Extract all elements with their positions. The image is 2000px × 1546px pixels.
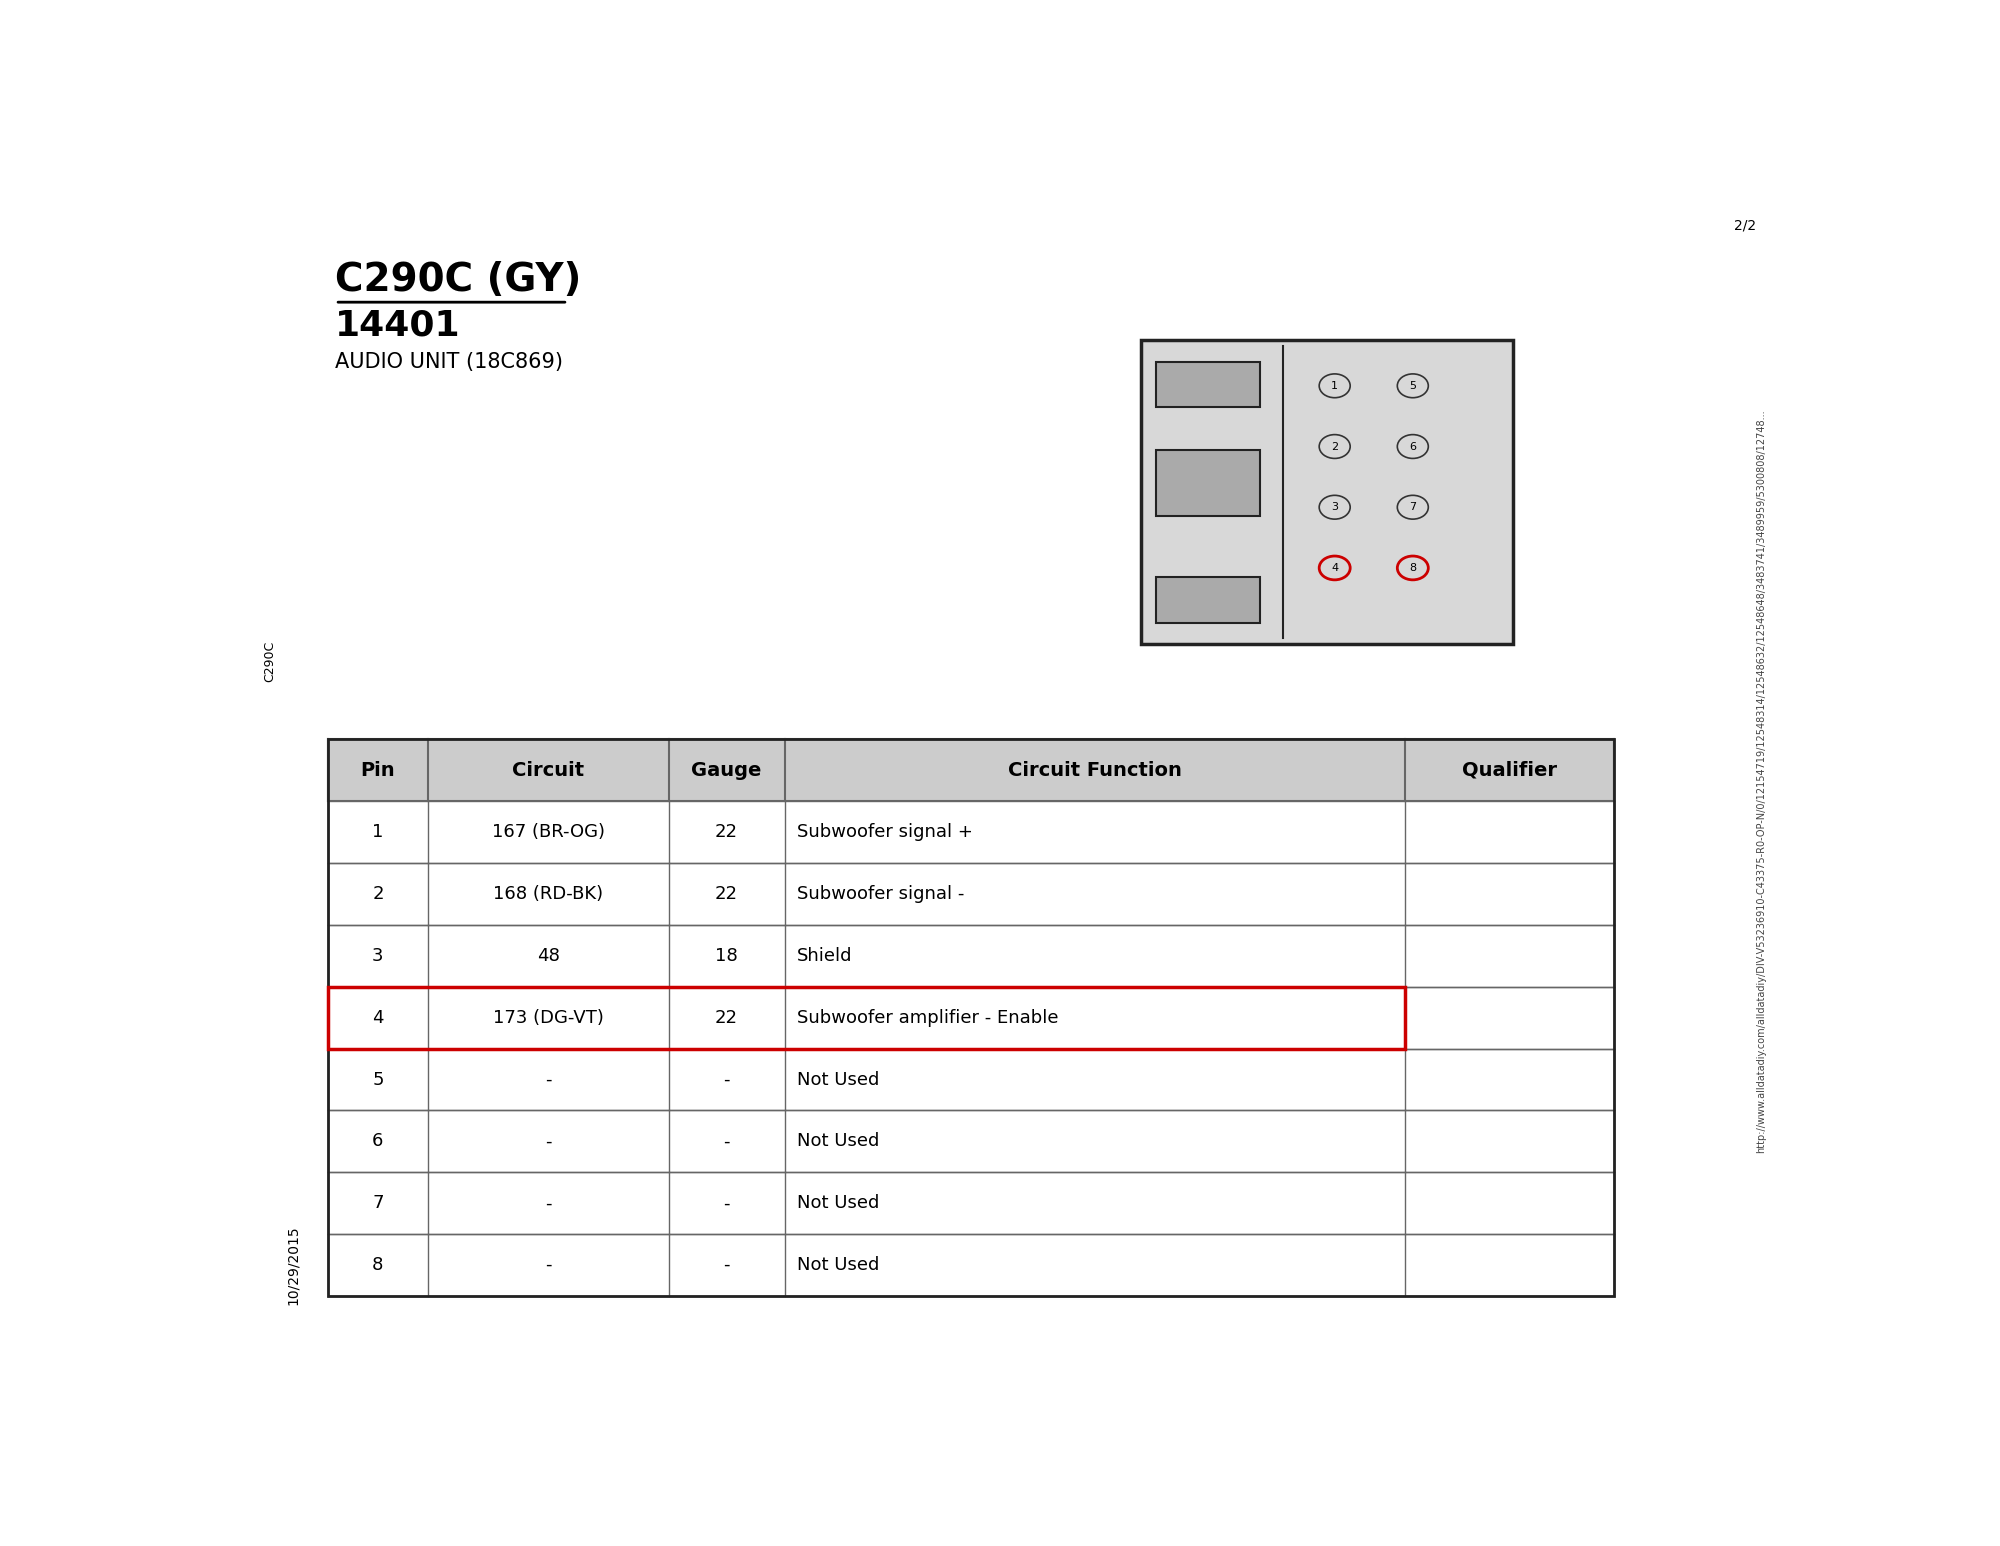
Bar <box>328 739 1614 801</box>
Text: 8: 8 <box>1410 563 1416 574</box>
Bar <box>1156 577 1260 623</box>
Text: -: - <box>546 1070 552 1088</box>
Text: 2: 2 <box>1332 442 1338 451</box>
Text: -: - <box>724 1070 730 1088</box>
Bar <box>1156 450 1260 516</box>
Text: 3: 3 <box>372 946 384 965</box>
Text: -: - <box>546 1195 552 1212</box>
Text: Not Used: Not Used <box>798 1195 880 1212</box>
Text: 4: 4 <box>1332 563 1338 574</box>
Text: 3: 3 <box>1332 502 1338 512</box>
Text: Qualifier: Qualifier <box>1462 761 1556 779</box>
Text: 5: 5 <box>1410 380 1416 391</box>
Bar <box>328 925 1614 986</box>
Text: 1: 1 <box>372 822 384 841</box>
Text: 22: 22 <box>716 884 738 903</box>
Text: Subwoofer signal +: Subwoofer signal + <box>798 822 974 841</box>
Text: Shield: Shield <box>798 946 852 965</box>
Text: 168 (RD-BK): 168 (RD-BK) <box>494 884 604 903</box>
Text: -: - <box>546 1257 552 1274</box>
Text: Not Used: Not Used <box>798 1132 880 1150</box>
Text: 22: 22 <box>716 822 738 841</box>
Bar <box>328 1234 1614 1296</box>
Text: 2/2: 2/2 <box>1734 220 1756 233</box>
Text: Not Used: Not Used <box>798 1070 880 1088</box>
Bar <box>328 986 1614 1048</box>
Text: 10/29/2015: 10/29/2015 <box>286 1224 300 1305</box>
Text: http://www.alldatadiy.com/alldatadiy/DIV-V53236910-C43375-R0-OP-N/0/12154719/125: http://www.alldatadiy.com/alldatadiy/DIV… <box>1756 410 1766 1152</box>
Bar <box>1156 362 1260 407</box>
Bar <box>328 801 1614 863</box>
Bar <box>328 863 1614 925</box>
Text: 167 (BR-OG): 167 (BR-OG) <box>492 822 604 841</box>
Text: Not Used: Not Used <box>798 1257 880 1274</box>
Text: 48: 48 <box>536 946 560 965</box>
Text: 173 (DG-VT): 173 (DG-VT) <box>492 1008 604 1027</box>
Bar <box>328 1110 1614 1172</box>
Text: 1: 1 <box>1332 380 1338 391</box>
Text: Circuit Function: Circuit Function <box>1008 761 1182 779</box>
Text: 22: 22 <box>716 1008 738 1027</box>
Text: 14401: 14401 <box>336 309 460 343</box>
Text: 2: 2 <box>372 884 384 903</box>
Text: Subwoofer signal -: Subwoofer signal - <box>798 884 964 903</box>
Text: Circuit: Circuit <box>512 761 584 779</box>
Bar <box>328 1172 1614 1234</box>
Text: 7: 7 <box>1410 502 1416 512</box>
Text: -: - <box>546 1132 552 1150</box>
Bar <box>328 1048 1614 1110</box>
Text: 7: 7 <box>372 1195 384 1212</box>
Text: Subwoofer amplifier - Enable: Subwoofer amplifier - Enable <box>798 1008 1058 1027</box>
Text: C290C: C290C <box>264 642 276 682</box>
Bar <box>328 986 1404 1048</box>
Text: Gauge: Gauge <box>692 761 762 779</box>
Text: -: - <box>724 1257 730 1274</box>
Text: -: - <box>724 1132 730 1150</box>
Text: 6: 6 <box>372 1132 384 1150</box>
Text: -: - <box>724 1195 730 1212</box>
Text: 4: 4 <box>372 1008 384 1027</box>
Text: 5: 5 <box>372 1070 384 1088</box>
Bar <box>1142 340 1514 643</box>
Text: 8: 8 <box>372 1257 384 1274</box>
Text: 6: 6 <box>1410 442 1416 451</box>
Text: Pin: Pin <box>360 761 396 779</box>
Bar <box>328 739 1614 1296</box>
Text: C290C (GY): C290C (GY) <box>336 261 582 298</box>
Text: AUDIO UNIT (18C869): AUDIO UNIT (18C869) <box>336 352 564 373</box>
Text: 18: 18 <box>716 946 738 965</box>
